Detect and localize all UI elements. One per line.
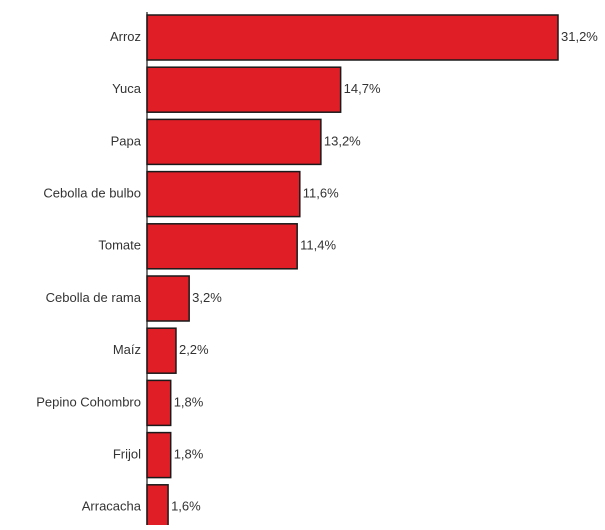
category-label-1: Arroz <box>110 29 141 44</box>
value-label-2: 14,7% <box>344 81 381 96</box>
value-label-4: 11,6% <box>303 186 339 201</box>
bar-4 <box>146 170 301 218</box>
bar-8 <box>146 379 172 427</box>
category-label-10: Arracacha <box>82 499 142 514</box>
value-label-8: 1,8% <box>174 394 204 409</box>
category-label-6: Cebolla de rama <box>46 290 142 305</box>
category-label-9: Frijol <box>113 447 141 462</box>
bar-9 <box>146 431 172 479</box>
bar-2 <box>146 66 342 113</box>
value-label-1: 31,2% <box>561 29 598 44</box>
value-label-6: 3,2% <box>192 290 222 305</box>
bar-10 <box>146 484 169 530</box>
labels-layer: Arroz 31,2% Yuca 14,7% Papa 13,2% Cebolla de b… <box>36 29 598 514</box>
value-label-9: 1,8% <box>174 447 204 462</box>
value-label-10: 1,6% <box>171 499 201 514</box>
category-label-7: Maíz <box>113 342 141 357</box>
category-label-2: Yuca <box>112 81 142 96</box>
category-label-5: Tomate <box>98 238 141 253</box>
category-label-4: Cebolla de bulbo <box>43 186 141 201</box>
bars-layer <box>146 14 559 530</box>
bar-7 <box>146 327 177 374</box>
value-label-7: 2,2% <box>179 342 209 357</box>
category-label-8: Pepino Cohombro <box>36 394 141 409</box>
value-label-5: 11,4% <box>300 238 336 253</box>
bar-6 <box>146 275 190 322</box>
bar-1 <box>146 14 559 61</box>
category-label-3: Papa <box>111 133 142 148</box>
bar-5 <box>146 223 298 270</box>
bar-3 <box>146 118 322 166</box>
value-label-3: 13,2% <box>324 133 361 148</box>
